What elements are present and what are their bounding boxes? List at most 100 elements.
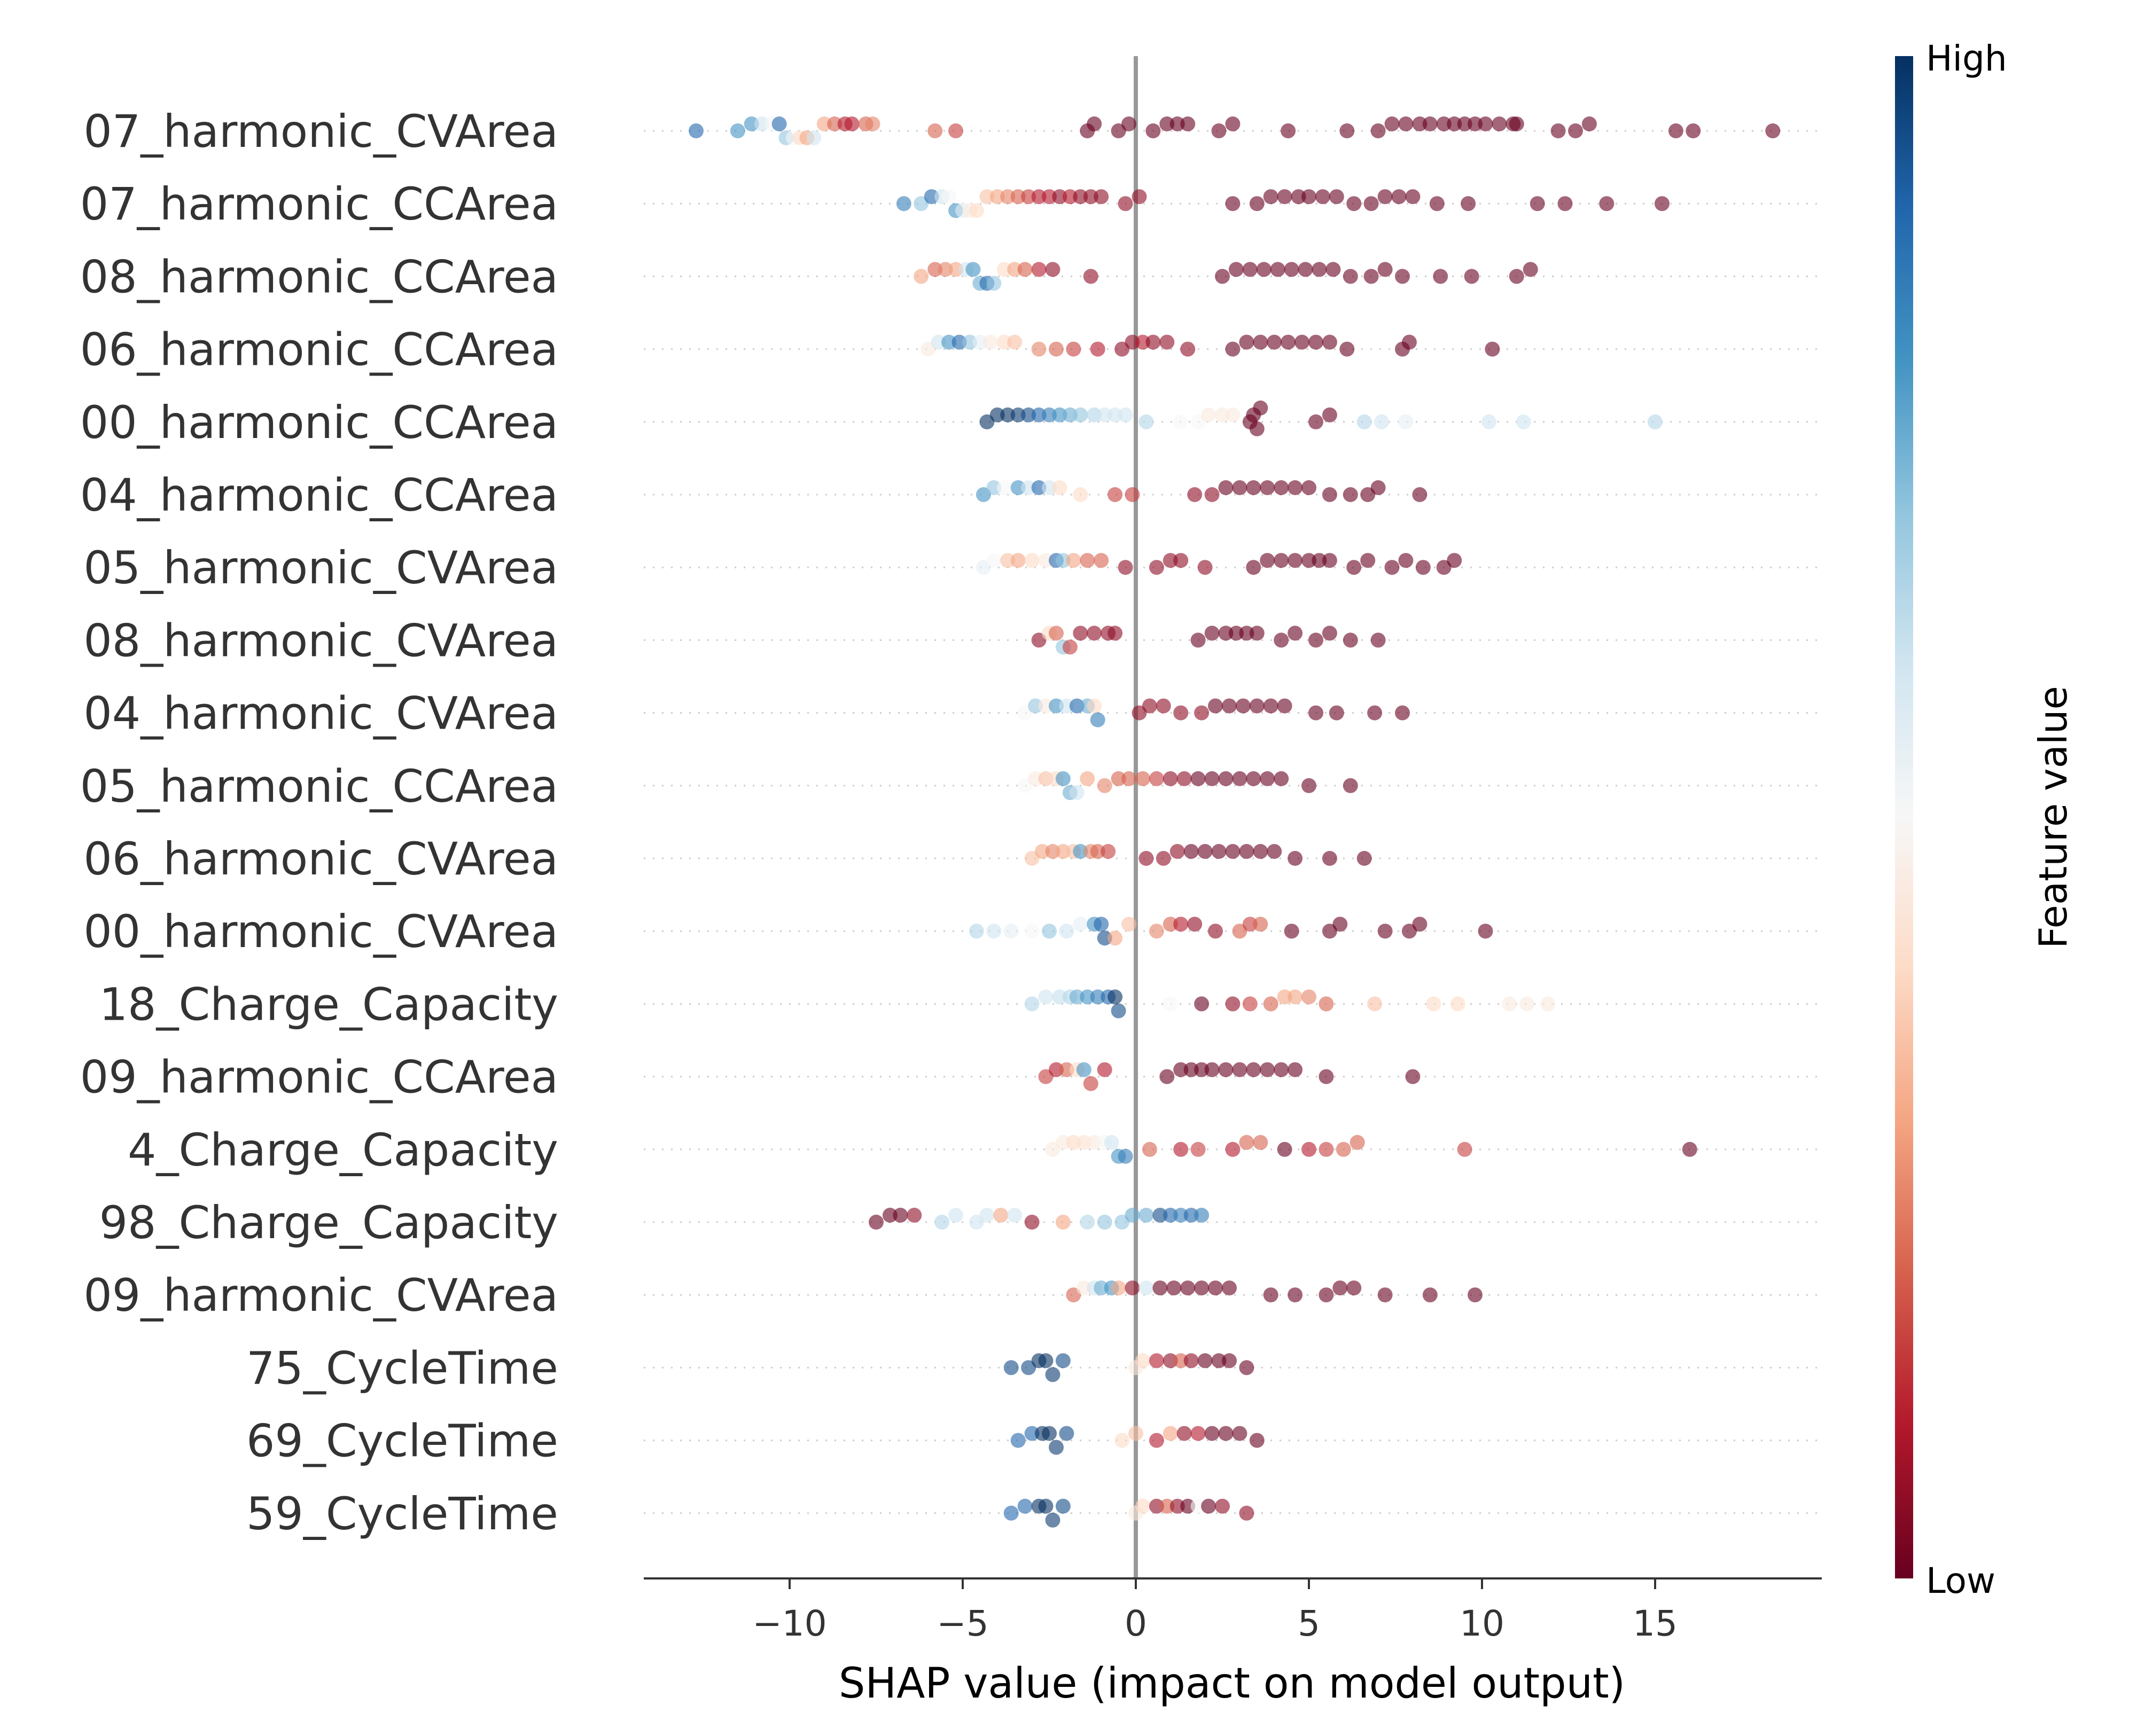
shap-point: [1097, 1062, 1112, 1077]
shap-point: [1360, 553, 1376, 568]
shap-point: [1239, 334, 1254, 350]
shap-point: [1010, 189, 1026, 205]
shap-point: [1183, 1208, 1199, 1223]
shap-point: [1225, 341, 1241, 357]
shap-point: [1045, 262, 1060, 277]
shap-point: [1384, 116, 1400, 131]
shap-point: [893, 1208, 908, 1223]
shap-point: [1094, 189, 1109, 205]
shap-point: [931, 334, 946, 350]
shap-point: [1277, 989, 1292, 1005]
shap-point: [1253, 917, 1268, 932]
shap-point: [1232, 771, 1247, 786]
shap-point: [1395, 705, 1410, 721]
shap-point: [730, 123, 745, 138]
shap-point: [1138, 414, 1154, 429]
x-tick-label: 10: [1460, 1603, 1504, 1644]
shap-point: [1405, 189, 1421, 205]
shap-point: [1132, 189, 1147, 205]
shap-point: [1024, 1426, 1040, 1441]
shap-point: [1087, 1135, 1102, 1150]
shap-point: [1288, 625, 1303, 641]
shap-point: [1332, 917, 1348, 932]
shap-point: [1069, 989, 1085, 1005]
shap-point: [1356, 851, 1372, 866]
shap-point: [1322, 334, 1337, 350]
feature-label: 09_harmonic_CCArea: [80, 1051, 558, 1104]
shap-point: [934, 1215, 950, 1230]
shap-point: [1370, 123, 1386, 138]
shap-point: [1083, 1076, 1098, 1091]
shap-point: [1457, 116, 1472, 131]
shap-point: [924, 189, 939, 205]
shap-point: [951, 334, 967, 350]
shap-point: [1346, 1280, 1362, 1296]
shap-point: [689, 123, 704, 138]
feature-label: 75_CycleTime: [246, 1342, 558, 1394]
shap-point: [1263, 1287, 1278, 1303]
shap-point: [969, 203, 984, 218]
shap-point: [1183, 1353, 1199, 1369]
shap-point: [1000, 407, 1016, 423]
shap-point: [965, 262, 981, 277]
shap-point: [1363, 269, 1379, 284]
shap-point: [1135, 1353, 1150, 1369]
shap-point: [1073, 189, 1088, 205]
shap-point: [1350, 1135, 1365, 1150]
shap-point: [1436, 116, 1452, 131]
feature-label: 07_harmonic_CCArea: [80, 178, 558, 230]
shap-point: [1211, 844, 1227, 859]
shap-point: [1260, 480, 1275, 495]
shap-point: [1211, 1353, 1227, 1369]
shap-point: [1073, 844, 1088, 859]
shap-point: [1028, 698, 1043, 714]
shap-point: [1055, 1353, 1071, 1369]
shap-point: [1218, 1062, 1234, 1077]
shap-point: [1242, 996, 1258, 1012]
shap-point: [1225, 844, 1241, 859]
shap-point: [1052, 480, 1067, 495]
shap-point: [941, 334, 957, 350]
shap-point: [1301, 778, 1316, 793]
shap-point: [1045, 1367, 1060, 1382]
shap-point: [1049, 1062, 1064, 1077]
shap-point: [1298, 262, 1313, 277]
shap-point: [1135, 334, 1150, 350]
shap-point: [1038, 771, 1054, 786]
shap-point: [1246, 771, 1261, 786]
shap-point: [1308, 632, 1323, 648]
shap-point: [1128, 1426, 1143, 1441]
shap-point: [1104, 1135, 1119, 1150]
shap-point: [1398, 116, 1414, 131]
shap-point: [1208, 1280, 1223, 1296]
shap-point: [1682, 1141, 1697, 1157]
shap-point: [1391, 189, 1407, 205]
shap-point: [1277, 189, 1292, 205]
shap-point: [989, 189, 1005, 205]
shap-point: [1447, 553, 1462, 568]
shap-point: [1149, 1498, 1164, 1514]
shap-point: [1232, 1062, 1247, 1077]
shap-point: [1239, 1135, 1254, 1150]
shap-point: [1405, 1069, 1421, 1084]
shap-point: [1169, 116, 1185, 131]
shap-point: [1215, 269, 1230, 284]
shap-point: [1055, 771, 1071, 786]
shap-point: [1367, 705, 1383, 721]
shap-point: [1156, 698, 1171, 714]
shap-point: [1239, 625, 1254, 641]
shap-point: [1066, 341, 1081, 357]
shap-point: [1288, 553, 1303, 568]
shap-point: [1163, 1426, 1178, 1441]
shap-point: [1294, 334, 1309, 350]
shap-point: [1042, 1426, 1057, 1441]
shap-point: [1121, 917, 1136, 932]
shap-point: [1080, 771, 1095, 786]
shap-point: [1308, 705, 1323, 721]
shap-point: [1384, 560, 1400, 575]
shap-point: [1249, 625, 1265, 641]
shap-point: [1346, 560, 1362, 575]
shap-point: [1301, 480, 1316, 495]
shap-point: [1187, 487, 1203, 502]
shap-point: [1301, 553, 1316, 568]
